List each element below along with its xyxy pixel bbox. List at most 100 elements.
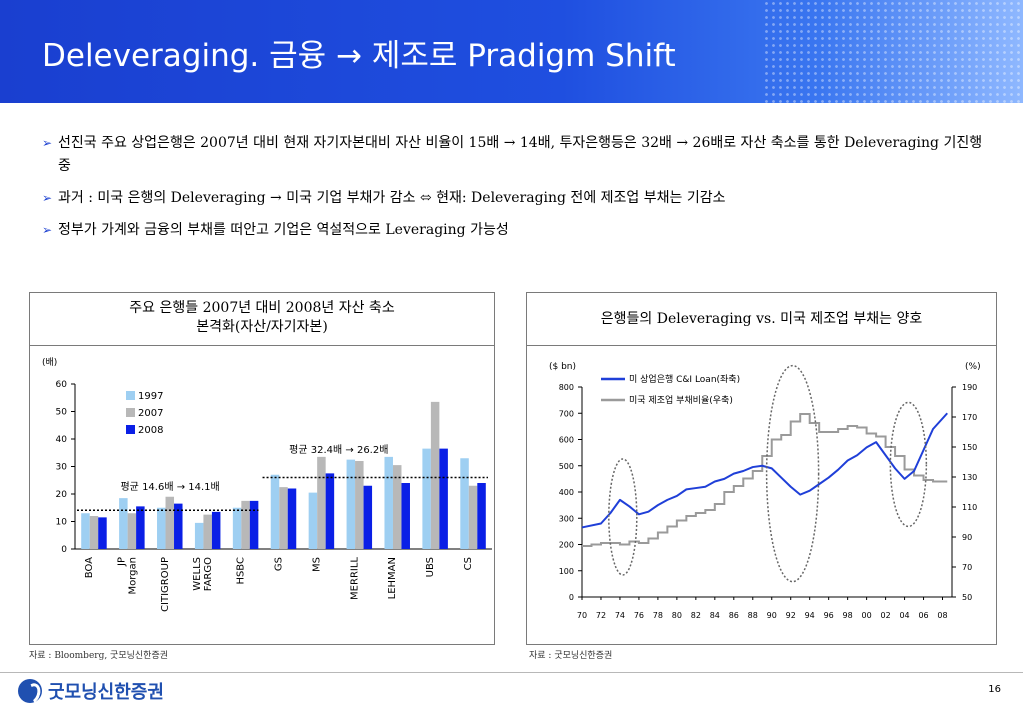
x-category-label: CS bbox=[463, 557, 474, 570]
bar-2008-hsbc bbox=[249, 500, 259, 549]
y-tick-label: 60 bbox=[56, 380, 68, 390]
bar-2007-cs bbox=[468, 485, 478, 549]
y-tick-label: 20 bbox=[56, 490, 68, 500]
left-axis-unit: ($ bn) bbox=[549, 362, 576, 372]
bar-chart: (배) 0 10 20 30 40 50 60 BOA JP Morgan CITIGROUP WELL… bbox=[42, 357, 492, 612]
right-y-tick-label: 130 bbox=[962, 473, 977, 482]
x-category-label: BOA bbox=[84, 557, 95, 578]
left-y-tick-label: 700 bbox=[559, 409, 574, 418]
world-dots-decoration bbox=[763, 0, 1023, 103]
series-line-manufacturing-debt-ratio bbox=[582, 413, 948, 547]
y-tick-label: 0 bbox=[61, 545, 67, 555]
bar-2008-wells-fargo bbox=[211, 511, 221, 549]
bar-2007-ms bbox=[317, 456, 326, 549]
left-y-tick-label: 600 bbox=[559, 436, 574, 445]
x-tick-label: 74 bbox=[615, 611, 625, 620]
x-category-label: WELLS bbox=[192, 557, 203, 591]
x-tick-label: 08 bbox=[937, 611, 947, 620]
bar-2007-ubs bbox=[430, 401, 440, 549]
right-y-tick-label: 170 bbox=[962, 413, 977, 422]
x-tick-label: 98 bbox=[843, 611, 853, 620]
left-y-tick-label: 400 bbox=[559, 488, 574, 497]
y-tick-label: 30 bbox=[56, 463, 68, 473]
x-tick-label: 88 bbox=[748, 611, 758, 620]
left-y-tick-label: 800 bbox=[559, 383, 574, 392]
title-banner: Deleveraging. 금융 → 제조로 Pradigm Shift bbox=[0, 0, 1023, 103]
bar-2007-lehman bbox=[392, 465, 402, 549]
page-title: Deleveraging. 금융 → 제조로 Pradigm Shift bbox=[42, 38, 676, 74]
right-y-tick-label: 50 bbox=[962, 593, 972, 602]
bar-1997-ubs bbox=[422, 448, 431, 549]
arrow-bullet-icon: ➢ bbox=[42, 136, 53, 150]
left-source-note: 자료 : Bloomberg, 굿모닝신한증권 bbox=[29, 651, 169, 661]
legend-swatch-2007 bbox=[126, 408, 135, 417]
footer-divider bbox=[0, 672, 1023, 673]
x-category-label: JP bbox=[116, 557, 127, 567]
x-tick-label: 94 bbox=[805, 611, 815, 620]
x-tick-label: 78 bbox=[653, 611, 663, 620]
company-logo: 굿모닝신한증권 bbox=[18, 678, 164, 704]
bullet-text: 선진국 주요 상업은행은 2007년 대비 현재 자기자본대비 자산 비율이 1… bbox=[58, 135, 983, 174]
right-y-tick-label: 150 bbox=[962, 443, 977, 452]
x-tick-label: 96 bbox=[824, 611, 834, 620]
bar-2008-lehman bbox=[401, 483, 410, 549]
bar-2008-merrill bbox=[363, 485, 373, 549]
bullet-text: 과거 : 미국 은행의 Deleveraging → 미국 기업 부채가 감소 … bbox=[58, 190, 726, 206]
bar-2008-ms bbox=[325, 473, 335, 549]
bar-2007-citigroup bbox=[165, 496, 175, 549]
x-tick-label: 76 bbox=[634, 611, 644, 620]
bar-1997-cs bbox=[460, 458, 469, 549]
legend-swatch-1997 bbox=[126, 391, 135, 400]
x-tick-label: 06 bbox=[918, 611, 928, 620]
y-axis-unit: (배) bbox=[42, 357, 57, 368]
bar-2008-boa bbox=[98, 517, 107, 549]
page-number: 16 bbox=[988, 684, 1001, 695]
bar-2007-gs bbox=[279, 487, 288, 549]
x-category-label: GS bbox=[274, 557, 285, 571]
bar-2007-boa bbox=[89, 516, 99, 549]
right-y-tick-label: 70 bbox=[962, 563, 972, 572]
x-tick-label: 86 bbox=[729, 611, 739, 620]
right-source-note: 자료 : 굿모닝신한증권 bbox=[529, 651, 613, 661]
left-y-tick-label: 100 bbox=[559, 567, 574, 576]
average-label-investment: 평균 32.4배 → 26.2배 bbox=[289, 444, 388, 456]
x-tick-label: 90 bbox=[767, 611, 777, 620]
arrow-bullet-icon: ➢ bbox=[42, 191, 53, 205]
bar-2007-merrill bbox=[355, 461, 364, 549]
average-label-commercial: 평균 14.6배 → 14.1배 bbox=[120, 481, 219, 493]
left-y-tick-label: 0 bbox=[569, 593, 574, 602]
bullet-text: 정부가 가계와 금융의 부채를 떠안고 기업은 역설적으로 Leveraging… bbox=[58, 222, 509, 238]
highlight-ellipse-1974 bbox=[608, 458, 638, 576]
bar-1997-lehman bbox=[384, 456, 393, 549]
bar-2007-hsbc bbox=[241, 500, 250, 549]
x-tick-label: 04 bbox=[899, 611, 909, 620]
right-y-tick-label: 110 bbox=[962, 503, 977, 512]
logo-text: 굿모닝신한증권 bbox=[48, 682, 164, 703]
x-tick-label: 70 bbox=[577, 611, 587, 620]
bar-1997-jp-morgan bbox=[119, 498, 128, 549]
left-y-tick-label: 500 bbox=[559, 462, 574, 471]
bar-2007-wells-fargo bbox=[203, 514, 212, 549]
bar-chart-panel: 주요 은행들 2007년 대비 2008년 자산 축소 본격화(자산/자기자본)… bbox=[29, 292, 495, 645]
right-axis-unit: (%) bbox=[965, 362, 981, 372]
x-category-label: FARGO bbox=[203, 557, 214, 591]
legend-label: 2008 bbox=[138, 425, 163, 436]
y-tick-label: 40 bbox=[56, 435, 68, 445]
bar-1997-merrill bbox=[346, 459, 356, 549]
line-chart-title: 은행들의 Deleveraging vs. 미국 제조업 부채는 양호 bbox=[600, 311, 923, 327]
x-tick-label: 82 bbox=[691, 611, 701, 620]
x-category-label: CITIGROUP bbox=[160, 557, 171, 612]
x-tick-label: 92 bbox=[786, 611, 796, 620]
bar-chart-title: 주요 은행들 2007년 대비 2008년 자산 축소 본격화(자산/자기자본) bbox=[30, 299, 494, 337]
highlight-ellipse-1991-1993 bbox=[765, 364, 820, 583]
x-tick-label: 84 bbox=[710, 611, 720, 620]
bullet-item: ➢ 정부가 가계와 금융의 부채를 떠안고 기업은 역설적으로 Leveragi… bbox=[42, 219, 992, 242]
left-y-tick-label: 300 bbox=[559, 514, 574, 523]
x-category-label: UBS bbox=[425, 557, 436, 577]
arrow-bullet-icon: ➢ bbox=[42, 223, 53, 237]
bar-1997-citigroup bbox=[157, 507, 166, 549]
x-category-label: LEHMAN bbox=[387, 557, 398, 599]
x-tick-label: 02 bbox=[880, 611, 890, 620]
x-category-label: MS bbox=[311, 557, 322, 572]
line-chart: ($ bn) (%)0100200300400500600700800507090… bbox=[549, 362, 981, 620]
